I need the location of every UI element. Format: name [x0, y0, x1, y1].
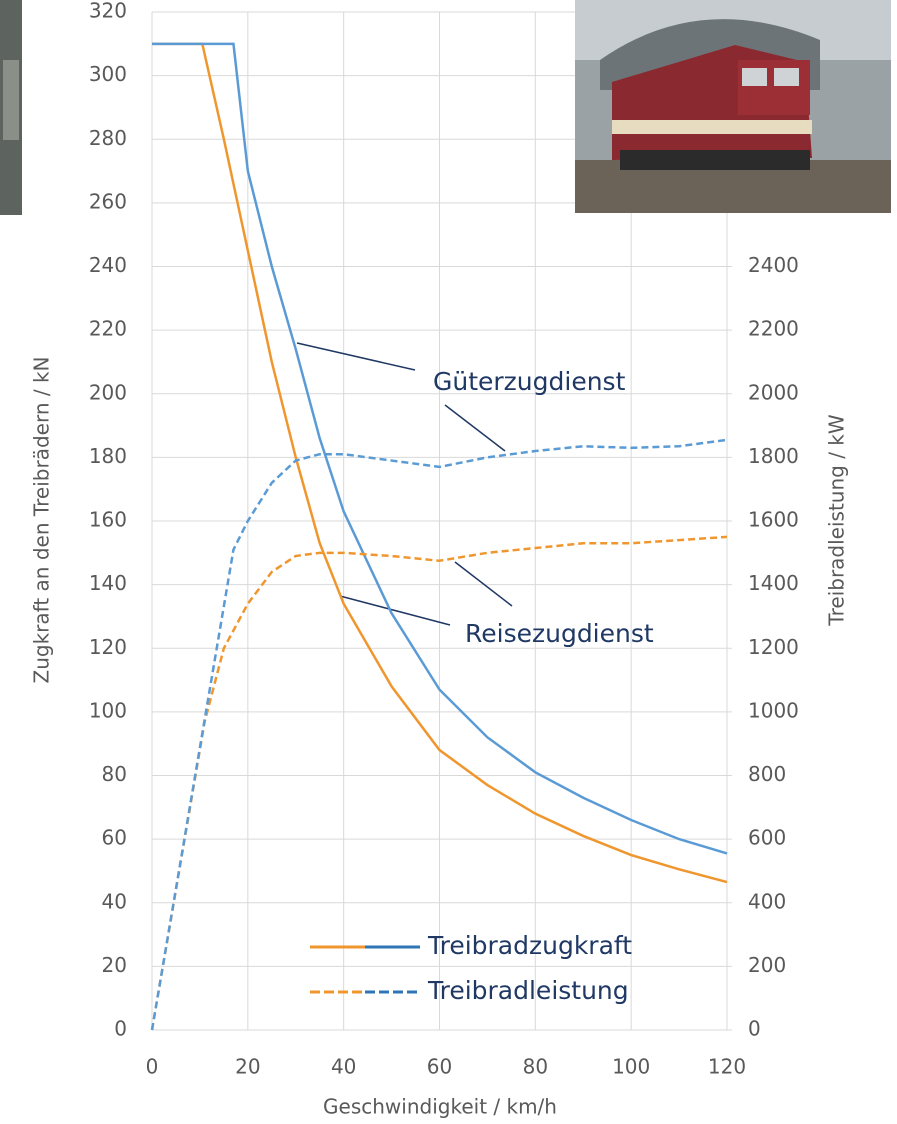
legend-label: Treibradzugkraft — [427, 931, 632, 960]
y-tick-label: 240 — [89, 253, 127, 277]
y-tick-label: 320 — [89, 0, 127, 23]
y-tick-label: 140 — [89, 571, 127, 595]
y-tick-label: 300 — [89, 62, 127, 86]
y-tick-label: 20 — [102, 953, 127, 977]
x-tick-label: 40 — [331, 1055, 356, 1079]
photo-window — [774, 68, 799, 86]
y2-tick-label: 1200 — [748, 635, 799, 659]
photo-stripe — [612, 120, 812, 134]
y2-tick-label: 2200 — [748, 317, 799, 341]
y-tick-label: 180 — [89, 444, 127, 468]
photo-bogies — [620, 150, 810, 170]
x-tick-label: 20 — [235, 1055, 260, 1079]
annotation: Güterzugdienst — [433, 367, 626, 396]
photo-left-detail — [3, 60, 19, 140]
y2-axis-title: Treibradleistung / kW — [825, 414, 849, 627]
annotation: Reisezugdienst — [465, 619, 654, 648]
y-tick-label: 220 — [89, 317, 127, 341]
leader-line — [296, 342, 416, 371]
x-tick-label: 100 — [612, 1055, 650, 1079]
leader-line — [339, 595, 451, 626]
y2-tick-label: 1600 — [748, 508, 799, 532]
photo-window — [742, 68, 767, 86]
photos — [0, 0, 891, 215]
y-tick-label: 80 — [102, 762, 127, 786]
leader-line — [454, 561, 513, 607]
y-tick-label: 100 — [89, 698, 127, 722]
y2-tick-label: 200 — [748, 953, 786, 977]
x-axis-title: Geschwindigkeit / km/h — [323, 1095, 557, 1119]
y2-tick-label: 0 — [748, 1017, 761, 1041]
y2-tick-label: 1000 — [748, 698, 799, 722]
leader-line — [444, 404, 506, 452]
y-tick-label: 200 — [89, 380, 127, 404]
y2-tick-label: 600 — [748, 826, 786, 850]
y2-tick-label: 400 — [748, 889, 786, 913]
data-line — [150, 535, 728, 1031]
y2-tick-label: 1800 — [748, 444, 799, 468]
y-axis-title: Zugkraft an den Treibrädern / kN — [30, 357, 54, 684]
y2-tick-label: 1400 — [748, 571, 799, 595]
y-tick-label: 160 — [89, 508, 127, 532]
y-tick-label: 120 — [89, 635, 127, 659]
data-line — [152, 42, 728, 855]
y2-tick-label: 2000 — [748, 380, 799, 404]
x-tick-label: 80 — [523, 1055, 548, 1079]
y-tick-label: 40 — [102, 889, 127, 913]
x-tick-label: 0 — [146, 1055, 159, 1079]
y-tick-label: 260 — [89, 189, 127, 213]
data-line — [150, 438, 728, 1031]
x-tick-label: 120 — [708, 1055, 746, 1079]
y2-tick-label: 2400 — [748, 253, 799, 277]
y-tick-label: 60 — [102, 826, 127, 850]
y-tick-label: 0 — [114, 1017, 127, 1041]
data-line — [152, 42, 728, 884]
y2-tick-label: 800 — [748, 762, 786, 786]
legend-label: Treibradleistung — [427, 976, 629, 1005]
x-tick-label: 60 — [427, 1055, 452, 1079]
y-tick-label: 280 — [89, 126, 127, 150]
